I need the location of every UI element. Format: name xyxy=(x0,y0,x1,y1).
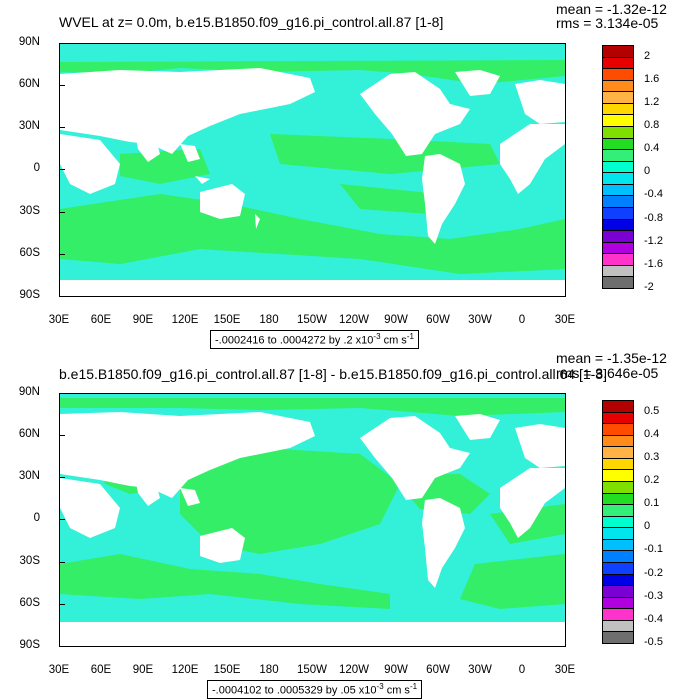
panel-1-mean: mean = -1.32e-12 xyxy=(556,1,667,17)
panel-2-y-tick: 90N xyxy=(18,386,40,398)
colorbar-label: 0 xyxy=(644,520,651,533)
panel-1-contour-info: -.0002416 to .0004272 by .2 x10-3 cm s-1 xyxy=(210,330,419,349)
panel-2-x-tick: 90W xyxy=(384,664,408,676)
panel-1-x-tick: 30W xyxy=(468,314,492,326)
colorbar-label: -0.3 xyxy=(644,589,663,602)
panel-2-x-tick: 180 xyxy=(259,664,279,676)
colorbar-label: -1.6 xyxy=(644,257,663,270)
panel-1-map xyxy=(59,43,566,297)
panel-1-x-tick: 0 xyxy=(518,314,526,326)
panel-2-x-tick: 120E xyxy=(171,664,199,676)
panel-2-contour-info: -.0004102 to .0005329 by .05 x10-3 cm s-… xyxy=(207,680,423,699)
colorbar-label: 0.3 xyxy=(644,450,660,463)
panel-1-x-tick: 30E xyxy=(48,314,70,326)
panel-2-y-tick: 90S xyxy=(19,639,40,651)
colorbar-label: -0.4 xyxy=(644,612,663,625)
panel-1-y-tick: 30N xyxy=(18,120,40,132)
panel-1-x-tick: 60W xyxy=(426,314,450,326)
panel-2-x-tick: 30E xyxy=(554,664,576,676)
panel-1-y-tick: 90S xyxy=(19,289,40,301)
colorbar-label: 0.8 xyxy=(644,119,660,131)
colorbar-label: 0.1 xyxy=(644,497,660,510)
colorbar-swatch xyxy=(602,631,634,644)
panel-2-y-tick: 30N xyxy=(18,470,40,482)
colorbar-label: 0 xyxy=(644,165,651,178)
panel-2-x-tick: 150W xyxy=(296,664,328,676)
panel-2-x-tick: 0 xyxy=(518,664,526,676)
panel-2-y-tick: 0 xyxy=(33,512,40,524)
panel-2-rms: rms = 3.646e-05 xyxy=(556,365,659,381)
panel-1-x-tick: 90W xyxy=(384,314,408,326)
colorbar-label: 0.5 xyxy=(644,404,660,417)
colorbar-label: -0.8 xyxy=(644,211,663,224)
panel-1-x-tick: 90E xyxy=(132,314,154,326)
panel-1-x-tick: 120E xyxy=(171,314,199,326)
colorbar-label: 0.4 xyxy=(644,427,660,440)
colorbar-label: -0.4 xyxy=(644,188,663,201)
panel-2-title: b.e15.B1850.f09_g16.pi_control.all.87 [1… xyxy=(59,366,607,382)
panel-1-y-tick: 60N xyxy=(18,78,40,90)
panel-1-x-tick: 150E xyxy=(213,314,241,326)
panel-2-x-tick: 150E xyxy=(213,664,241,676)
panel-1-y-tick: 30S xyxy=(19,205,40,217)
panel-2-map xyxy=(59,393,566,647)
colorbar-label: 2 xyxy=(644,49,651,62)
panel-2-x-tick: 30E xyxy=(48,664,70,676)
panel-2-y-tick: 60N xyxy=(18,428,40,440)
panel-1-y-tick: 90N xyxy=(18,36,40,48)
colorbar-label: -2 xyxy=(644,281,654,293)
colorbar-label: 0.4 xyxy=(644,142,660,155)
panel-2-y-tick: 60S xyxy=(19,597,40,609)
panel-2-mean: mean = -1.35e-12 xyxy=(556,350,667,366)
panel-1-x-tick: 30E xyxy=(554,314,576,326)
panel-1-x-tick: 150W xyxy=(296,314,328,326)
panel-2-x-tick: 60E xyxy=(90,664,112,676)
panel-2-x-tick: 60W xyxy=(426,664,450,676)
panel-2-y-tick: 30S xyxy=(19,555,40,567)
colorbar-label: -0.5 xyxy=(644,636,663,648)
panel-1-y-tick: 60S xyxy=(19,247,40,259)
panel-2-x-tick: 90E xyxy=(132,664,154,676)
colorbar-label: 1.6 xyxy=(644,72,660,85)
panel-1-y-tick: 0 xyxy=(33,162,40,174)
colorbar-label: -1.2 xyxy=(644,234,663,247)
panel-1-x-tick: 120W xyxy=(338,314,370,326)
panel-1-rms: rms = 3.134e-05 xyxy=(556,15,659,31)
colorbar-label: 0.2 xyxy=(644,474,660,486)
panel-2-map-svg xyxy=(60,394,565,646)
panel-2-x-tick: 30W xyxy=(468,664,492,676)
colorbar-label: -0.1 xyxy=(644,543,663,556)
colorbar-label: 1.2 xyxy=(644,95,660,108)
panel-1-x-tick: 60E xyxy=(90,314,112,326)
colorbar-swatch xyxy=(602,276,634,289)
panel-1-title: WVEL at z= 0.0m, b.e15.B1850.f09_g16.pi_… xyxy=(59,14,444,30)
panel-1-map-svg xyxy=(60,44,565,296)
panel-1-x-tick: 180 xyxy=(259,314,279,326)
panel-2-x-tick: 120W xyxy=(338,664,370,676)
colorbar-label: -0.2 xyxy=(644,566,663,579)
